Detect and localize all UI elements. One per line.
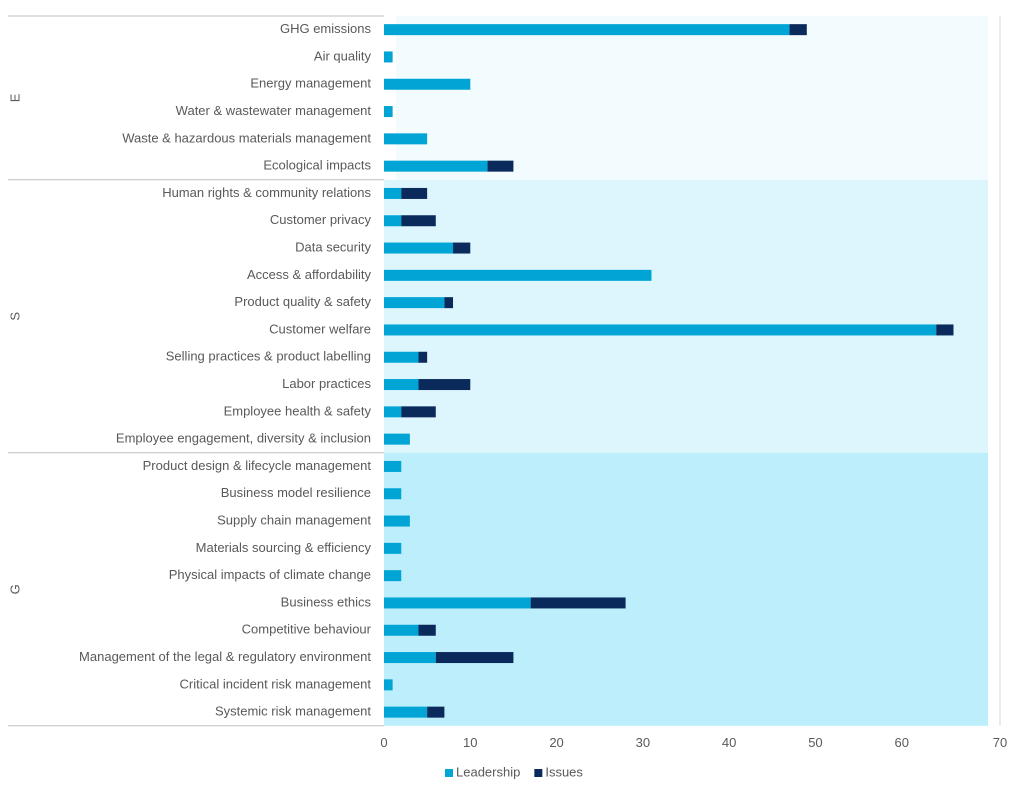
category-label: Human rights & community relations bbox=[162, 185, 371, 200]
category-label: Access & affordability bbox=[247, 267, 372, 282]
bar-leadership bbox=[384, 242, 454, 254]
category-label: Business model resilience bbox=[221, 485, 371, 500]
legend: Leadership Issues bbox=[445, 764, 583, 779]
bar-leadership bbox=[384, 570, 402, 582]
x-tick-label: 40 bbox=[722, 735, 736, 750]
category-label: Customer welfare bbox=[269, 321, 371, 336]
category-label: Water & wastewater management bbox=[176, 103, 372, 118]
bar-leadership bbox=[384, 269, 652, 281]
category-label: Ecological impacts bbox=[263, 158, 371, 173]
x-tick-label: 20 bbox=[549, 735, 563, 750]
x-tick-label: 30 bbox=[636, 735, 650, 750]
x-tick-label: 50 bbox=[808, 735, 822, 750]
category-label: Systemic risk management bbox=[215, 704, 371, 719]
x-axis-ticks: 0 10 20 30 40 50 60 70 bbox=[380, 735, 1007, 750]
category-label: Product design & lifecycle management bbox=[143, 458, 372, 473]
category-label: GHG emissions bbox=[280, 21, 372, 36]
bar-leadership bbox=[384, 106, 393, 118]
category-label: Air quality bbox=[314, 48, 372, 63]
bar-leadership bbox=[384, 488, 402, 500]
bar-leadership bbox=[384, 624, 419, 636]
bar-issues bbox=[530, 597, 626, 609]
legend-label: Leadership bbox=[456, 764, 520, 779]
bar-issues bbox=[453, 242, 471, 254]
bar-leadership bbox=[384, 652, 436, 664]
bar-leadership bbox=[384, 133, 428, 145]
bar-leadership bbox=[384, 379, 419, 391]
bar-issues bbox=[418, 351, 428, 363]
category-label: Materials sourcing & efficiency bbox=[196, 540, 372, 555]
bar-issues bbox=[401, 406, 436, 418]
category-label: Product quality & safety bbox=[234, 294, 371, 309]
group-band bbox=[396, 452, 988, 726]
bar-leadership bbox=[384, 706, 428, 718]
category-labels: GHG emissions Air quality Energy managemen… bbox=[79, 21, 372, 719]
category-label: Critical incident risk management bbox=[180, 676, 372, 691]
bar-leadership bbox=[384, 24, 790, 36]
bar-issues bbox=[444, 297, 454, 309]
bar-leadership bbox=[384, 433, 410, 445]
bar-issues bbox=[936, 324, 954, 336]
bar-issues bbox=[401, 215, 436, 227]
bar-leadership bbox=[384, 542, 402, 554]
group-band-edge bbox=[384, 16, 396, 180]
x-tick-label: 70 bbox=[993, 735, 1007, 750]
category-label: Competitive behaviour bbox=[242, 622, 372, 637]
bar-leadership bbox=[384, 597, 531, 609]
bar-leadership bbox=[384, 679, 393, 691]
x-tick-label: 10 bbox=[463, 735, 477, 750]
bar-leadership bbox=[384, 515, 410, 527]
x-tick-label: 0 bbox=[380, 735, 387, 750]
bar-issues bbox=[401, 187, 428, 199]
category-label: Employee engagement, diversity & inclusi… bbox=[116, 431, 371, 446]
category-label: Selling practices & product labelling bbox=[166, 349, 371, 364]
category-label: Waste & hazardous materials management bbox=[122, 130, 371, 145]
bar-leadership bbox=[384, 215, 402, 227]
group-labels: E S G bbox=[7, 93, 22, 594]
category-label: Data security bbox=[295, 239, 371, 254]
category-label: Management of the legal & regulatory env… bbox=[79, 649, 371, 664]
bar-leadership bbox=[384, 297, 445, 309]
bar-issues bbox=[418, 624, 436, 636]
bars bbox=[384, 24, 954, 718]
bar-leadership bbox=[384, 51, 393, 63]
x-tick-label: 60 bbox=[894, 735, 908, 750]
chart-frame bbox=[8, 15, 1001, 727]
bar-leadership bbox=[384, 460, 402, 472]
category-label: Customer privacy bbox=[270, 212, 372, 227]
bar-issues bbox=[427, 706, 445, 718]
category-label: Business ethics bbox=[281, 594, 372, 609]
category-label: Supply chain management bbox=[217, 512, 371, 527]
bar-leadership bbox=[384, 160, 488, 172]
legend-swatch bbox=[445, 769, 453, 777]
legend-label: Issues bbox=[545, 764, 583, 779]
bar-issues bbox=[789, 24, 807, 36]
group-label: G bbox=[7, 584, 22, 594]
group-band bbox=[396, 16, 988, 180]
bar-issues bbox=[487, 160, 514, 172]
bar-leadership bbox=[384, 351, 419, 363]
bar-leadership bbox=[384, 324, 937, 336]
category-label: Physical impacts of climate change bbox=[169, 567, 371, 582]
group-label: S bbox=[7, 312, 22, 321]
category-label: Energy management bbox=[250, 76, 371, 91]
bar-leadership bbox=[384, 187, 402, 199]
bar-leadership bbox=[384, 406, 402, 418]
bar-issues bbox=[435, 652, 514, 664]
legend-swatch bbox=[534, 769, 543, 777]
group-label: E bbox=[7, 93, 22, 102]
group-band bbox=[396, 179, 988, 453]
category-label: Labor practices bbox=[282, 376, 371, 391]
category-label: Employee health & safety bbox=[224, 403, 372, 418]
bar-issues bbox=[418, 379, 471, 391]
group-bands bbox=[384, 16, 988, 726]
bar-leadership bbox=[384, 78, 471, 90]
